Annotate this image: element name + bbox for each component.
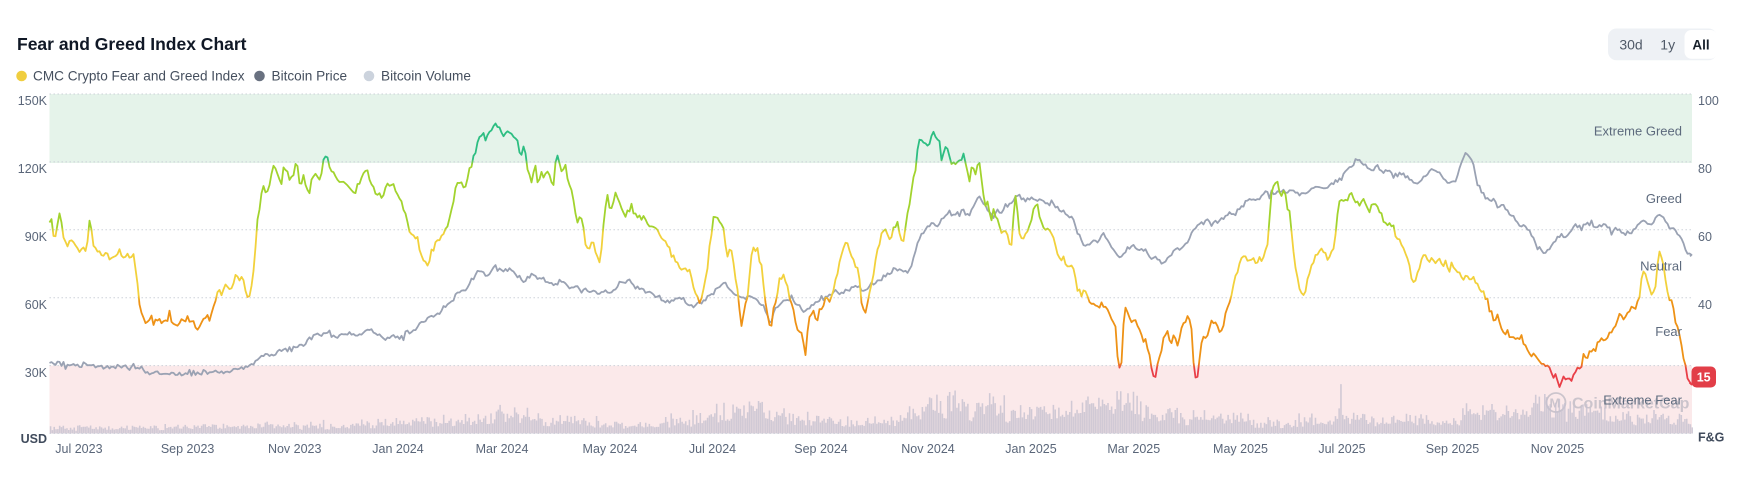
svg-text:Nov 2023: Nov 2023 (268, 442, 322, 456)
svg-text:15: 15 (1697, 371, 1711, 385)
svg-text:Neutral: Neutral (1640, 259, 1682, 274)
svg-text:Extreme Fear: Extreme Fear (1603, 393, 1682, 408)
svg-text:Jul 2024: Jul 2024 (689, 442, 736, 456)
svg-text:Jan 2025: Jan 2025 (1005, 442, 1056, 456)
svg-text:Extreme Greed: Extreme Greed (1594, 124, 1682, 139)
svg-text:M: M (1550, 396, 1561, 411)
svg-text:1y: 1y (1660, 37, 1675, 53)
svg-text:USD: USD (21, 432, 47, 446)
svg-text:Jan 2024: Jan 2024 (372, 442, 423, 456)
svg-text:60: 60 (1698, 230, 1712, 244)
svg-text:80: 80 (1698, 162, 1712, 176)
svg-text:120K: 120K (18, 162, 48, 176)
svg-text:Fear and Greed Index Chart: Fear and Greed Index Chart (17, 34, 247, 54)
svg-text:All: All (1692, 38, 1709, 53)
svg-text:CMC Crypto Fear and Greed Inde: CMC Crypto Fear and Greed Index (33, 69, 245, 84)
svg-text:100: 100 (1698, 94, 1719, 108)
svg-text:F&G: F&G (1698, 431, 1724, 445)
svg-text:Jul 2023: Jul 2023 (55, 442, 102, 456)
svg-text:May 2025: May 2025 (1213, 442, 1268, 456)
svg-text:Jul 2025: Jul 2025 (1318, 442, 1365, 456)
svg-text:Mar 2025: Mar 2025 (1107, 442, 1160, 456)
svg-text:Bitcoin Volume: Bitcoin Volume (381, 69, 471, 84)
svg-text:Fear: Fear (1655, 324, 1682, 339)
svg-text:Sep 2024: Sep 2024 (794, 442, 848, 456)
svg-text:Nov 2025: Nov 2025 (1531, 442, 1585, 456)
svg-text:Mar 2024: Mar 2024 (476, 442, 529, 456)
svg-text:Greed: Greed (1646, 191, 1682, 206)
svg-text:Nov 2024: Nov 2024 (901, 442, 955, 456)
svg-text:Bitcoin Price: Bitcoin Price (272, 69, 348, 84)
svg-text:Sep 2025: Sep 2025 (1426, 442, 1480, 456)
svg-text:90K: 90K (25, 230, 48, 244)
svg-text:May 2024: May 2024 (583, 442, 638, 456)
svg-text:60K: 60K (25, 298, 48, 312)
svg-text:30d: 30d (1619, 37, 1642, 53)
svg-text:30K: 30K (25, 366, 48, 380)
svg-text:Sep 2023: Sep 2023 (161, 442, 215, 456)
svg-text:40: 40 (1698, 298, 1712, 312)
svg-text:150K: 150K (18, 94, 48, 108)
